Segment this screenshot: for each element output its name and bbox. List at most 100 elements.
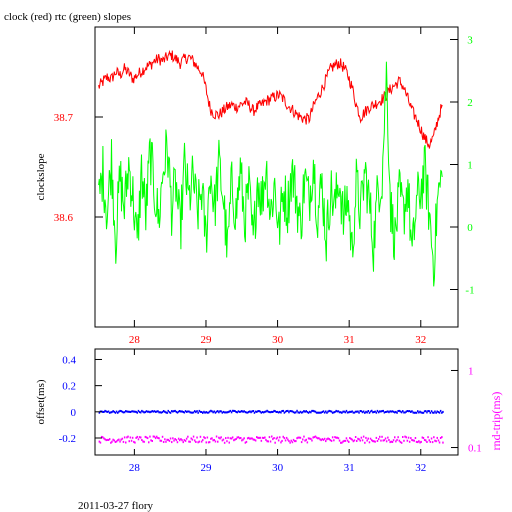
x-tick-label: 29	[200, 334, 212, 346]
point-offset	[352, 411, 355, 414]
point-offset	[210, 409, 212, 412]
point-rnd-trip	[240, 437, 242, 439]
point-offset	[105, 410, 107, 413]
point-offset	[166, 411, 168, 414]
point-rnd-trip	[298, 436, 301, 439]
point-rnd-trip	[261, 436, 264, 439]
point-offset	[297, 411, 299, 414]
point-rnd-trip	[184, 439, 187, 442]
point-offset	[146, 410, 149, 413]
point-rnd-trip	[320, 439, 322, 442]
point-offset	[191, 411, 194, 414]
point-offset	[418, 411, 420, 414]
point-offset	[377, 411, 380, 414]
point-rnd-trip	[220, 436, 222, 439]
point-offset	[425, 410, 427, 413]
point-rnd-trip	[415, 440, 418, 443]
point-offset	[379, 410, 381, 413]
point-offset	[335, 409, 337, 412]
point-offset	[160, 411, 163, 414]
point-rnd-trip	[283, 437, 286, 440]
y-left-tick-label: -0.2	[59, 433, 76, 445]
point-rnd-trip	[266, 440, 268, 443]
point-rnd-trip	[327, 437, 329, 440]
point-offset	[271, 410, 273, 413]
point-offset	[123, 411, 126, 414]
point-rnd-trip	[125, 441, 127, 444]
point-offset	[306, 411, 309, 414]
y-left-tick-label: 0	[71, 407, 77, 419]
point-offset	[152, 410, 155, 413]
point-offset	[412, 411, 414, 414]
point-offset	[159, 411, 161, 414]
point-offset	[290, 410, 292, 413]
point-offset	[357, 410, 359, 413]
point-rnd-trip	[136, 435, 138, 438]
point-offset	[118, 410, 120, 413]
point-offset	[110, 411, 112, 414]
point-rnd-trip	[414, 437, 417, 439]
point-offset	[374, 410, 376, 413]
point-offset	[157, 410, 159, 413]
point-rnd-trip	[358, 438, 360, 441]
point-offset	[282, 409, 284, 412]
point-offset	[303, 410, 305, 412]
point-rnd-trip	[438, 441, 441, 444]
x-tick-label: 28	[129, 334, 141, 346]
point-rnd-trip	[113, 439, 115, 442]
point-offset	[364, 411, 366, 414]
point-offset	[148, 410, 150, 413]
point-rnd-trip	[315, 436, 318, 439]
point-rnd-trip	[274, 441, 276, 444]
point-rnd-trip	[267, 440, 269, 443]
point-rnd-trip	[422, 437, 425, 439]
point-offset	[431, 411, 434, 414]
point-offset	[360, 410, 363, 413]
point-rnd-trip	[442, 441, 444, 444]
point-rnd-trip	[441, 436, 443, 439]
point-offset	[262, 411, 265, 414]
point-offset	[287, 409, 289, 412]
point-rnd-trip	[258, 436, 260, 439]
point-offset	[265, 410, 267, 413]
point-rnd-trip	[203, 436, 205, 439]
point-offset	[238, 410, 241, 413]
point-rnd-trip	[317, 437, 319, 440]
offset-y-axis-label: offset(ms)	[35, 379, 47, 424]
point-rnd-trip	[294, 440, 296, 443]
point-offset	[405, 410, 407, 413]
point-rnd-trip	[391, 441, 394, 443]
point-rnd-trip	[99, 441, 102, 444]
point-offset	[114, 411, 117, 414]
point-rnd-trip	[371, 439, 373, 442]
point-offset	[169, 411, 172, 414]
point-rnd-trip	[175, 439, 178, 442]
point-rnd-trip	[114, 441, 117, 443]
point-rnd-trip	[213, 439, 215, 441]
point-rnd-trip	[221, 439, 224, 442]
point-rnd-trip	[418, 440, 420, 443]
point-offset	[207, 411, 210, 414]
point-offset	[279, 410, 281, 413]
point-rnd-trip	[133, 440, 135, 443]
point-rnd-trip	[295, 440, 297, 443]
point-rnd-trip	[122, 440, 125, 443]
x-tick-label: 30	[272, 334, 284, 346]
point-rnd-trip	[194, 439, 196, 442]
point-offset	[175, 410, 178, 413]
point-rnd-trip	[430, 437, 433, 440]
point-rnd-trip	[249, 437, 251, 440]
point-rnd-trip	[158, 437, 160, 440]
point-rnd-trip	[111, 440, 113, 443]
point-offset	[194, 410, 196, 413]
y-right-tick-label: 1	[467, 160, 473, 172]
point-rnd-trip	[388, 439, 390, 441]
y-right-tick-label: 0.1	[468, 443, 482, 455]
point-offset	[142, 410, 144, 413]
point-rnd-trip	[379, 435, 381, 438]
point-offset	[141, 409, 143, 412]
point-offset	[189, 411, 191, 414]
point-rnd-trip	[275, 437, 278, 440]
point-rnd-trip	[246, 437, 249, 440]
